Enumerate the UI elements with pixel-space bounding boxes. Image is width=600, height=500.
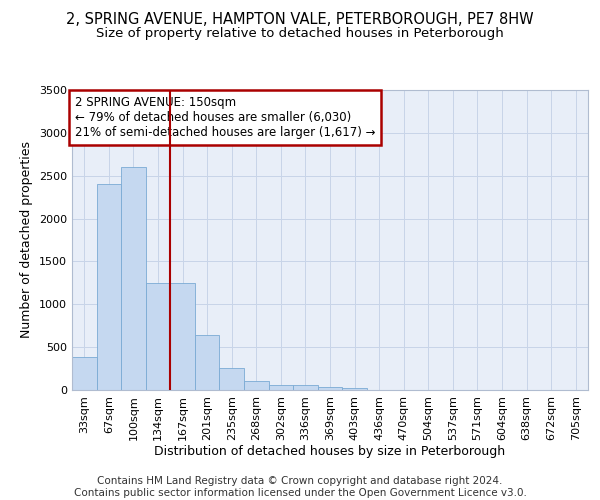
- Bar: [146, 283, 170, 390]
- Bar: [318, 386, 342, 390]
- Bar: [195, 335, 220, 390]
- X-axis label: Distribution of detached houses by size in Peterborough: Distribution of detached houses by size …: [154, 446, 506, 458]
- Bar: [293, 386, 318, 390]
- Bar: [170, 283, 195, 390]
- Y-axis label: Number of detached properties: Number of detached properties: [20, 142, 34, 338]
- Bar: [121, 167, 146, 390]
- Bar: [97, 184, 121, 390]
- Bar: [269, 385, 293, 390]
- Bar: [342, 388, 367, 390]
- Text: 2 SPRING AVENUE: 150sqm
← 79% of detached houses are smaller (6,030)
21% of semi: 2 SPRING AVENUE: 150sqm ← 79% of detache…: [74, 96, 375, 139]
- Text: 2, SPRING AVENUE, HAMPTON VALE, PETERBOROUGH, PE7 8HW: 2, SPRING AVENUE, HAMPTON VALE, PETERBOR…: [66, 12, 534, 28]
- Bar: [244, 382, 269, 390]
- Bar: [72, 356, 97, 390]
- Bar: [220, 368, 244, 390]
- Text: Contains HM Land Registry data © Crown copyright and database right 2024.
Contai: Contains HM Land Registry data © Crown c…: [74, 476, 526, 498]
- Text: Size of property relative to detached houses in Peterborough: Size of property relative to detached ho…: [96, 28, 504, 40]
